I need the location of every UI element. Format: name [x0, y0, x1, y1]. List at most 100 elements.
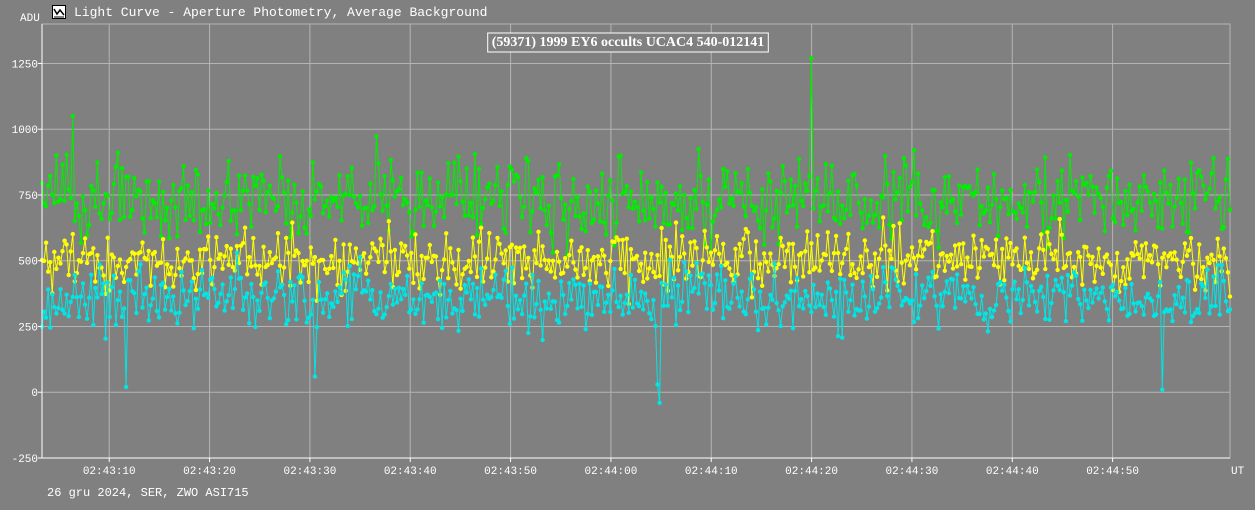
data-point [1084, 245, 1089, 250]
data-point [848, 297, 853, 303]
data-point [396, 269, 402, 275]
data-point [774, 300, 779, 306]
data-point [1106, 173, 1112, 179]
data-point [542, 299, 547, 304]
data-point [1178, 274, 1184, 280]
data-point [558, 279, 564, 284]
data-point [337, 258, 342, 263]
data-point [212, 265, 217, 270]
data-point [1069, 283, 1075, 288]
data-point [604, 300, 609, 305]
data-point [491, 198, 496, 204]
data-point [415, 272, 420, 277]
data-point [337, 285, 342, 290]
data-point [1160, 226, 1165, 231]
data-point [1018, 205, 1023, 210]
data-point [597, 262, 603, 267]
data-point [1115, 289, 1120, 295]
data-point [544, 266, 549, 272]
data-point [355, 205, 361, 210]
data-point [1076, 250, 1081, 255]
data-point [942, 289, 947, 295]
data-point [835, 250, 841, 256]
data-point [872, 251, 878, 256]
data-point [844, 290, 849, 295]
data-point [450, 260, 455, 265]
data-point [634, 253, 640, 259]
data-point [768, 292, 773, 298]
data-point [760, 187, 765, 192]
data-point [1037, 246, 1042, 251]
data-point [967, 290, 972, 295]
data-point [107, 216, 112, 222]
data-point [222, 193, 227, 198]
data-point [1192, 206, 1198, 211]
data-point [641, 208, 646, 213]
data-point [478, 225, 484, 230]
data-point [977, 265, 982, 271]
data-point [809, 241, 814, 246]
window-title: Light Curve - Aperture Photometry, Avera… [74, 4, 488, 20]
data-point [435, 180, 441, 185]
data-point [167, 286, 172, 291]
data-point [58, 261, 63, 266]
data-point [569, 198, 574, 204]
data-point [954, 264, 960, 269]
data-point [585, 184, 590, 189]
data-point [97, 211, 102, 216]
data-point [95, 253, 100, 258]
data-point [156, 315, 162, 320]
data-point [91, 188, 96, 193]
data-point [1158, 279, 1163, 284]
data-point [368, 181, 373, 186]
data-point [384, 304, 389, 310]
data-point [1133, 240, 1138, 245]
data-point [634, 204, 640, 210]
data-point [193, 296, 199, 301]
data-point [439, 194, 445, 200]
data-point [829, 268, 835, 274]
data-point [218, 291, 223, 297]
data-point [540, 175, 545, 180]
data-point [1100, 204, 1106, 210]
data-point [1190, 191, 1196, 196]
data-point [284, 322, 289, 327]
data-point [932, 294, 937, 299]
data-point [653, 274, 658, 280]
data-point [203, 221, 209, 227]
data-point [764, 208, 769, 213]
data-point [827, 286, 833, 291]
data-point [1088, 261, 1093, 267]
data-point [792, 288, 798, 294]
data-point [136, 269, 141, 274]
data-point [1227, 294, 1233, 299]
data-point [431, 223, 437, 229]
data-point [294, 317, 299, 322]
data-point [636, 219, 642, 224]
data-point [1127, 311, 1132, 316]
data-point [772, 261, 777, 266]
data-point [952, 209, 958, 214]
data-point [101, 281, 106, 286]
data-point [811, 206, 816, 211]
data-point [897, 288, 902, 293]
data-point [864, 220, 869, 226]
data-point [686, 309, 691, 315]
data-point [1037, 180, 1042, 185]
data-point [565, 303, 570, 309]
data-point [772, 273, 777, 279]
data-point [651, 206, 656, 212]
data-point [150, 296, 155, 301]
data-point [667, 257, 673, 262]
data-point [429, 259, 434, 265]
data-point [1000, 288, 1005, 293]
data-point [478, 221, 484, 227]
data-point [840, 203, 845, 208]
data-point [614, 220, 619, 225]
data-point [776, 308, 781, 313]
data-point [778, 190, 783, 195]
data-point [981, 317, 986, 322]
data-point [946, 174, 952, 179]
data-point [329, 301, 334, 306]
data-point [716, 288, 722, 293]
